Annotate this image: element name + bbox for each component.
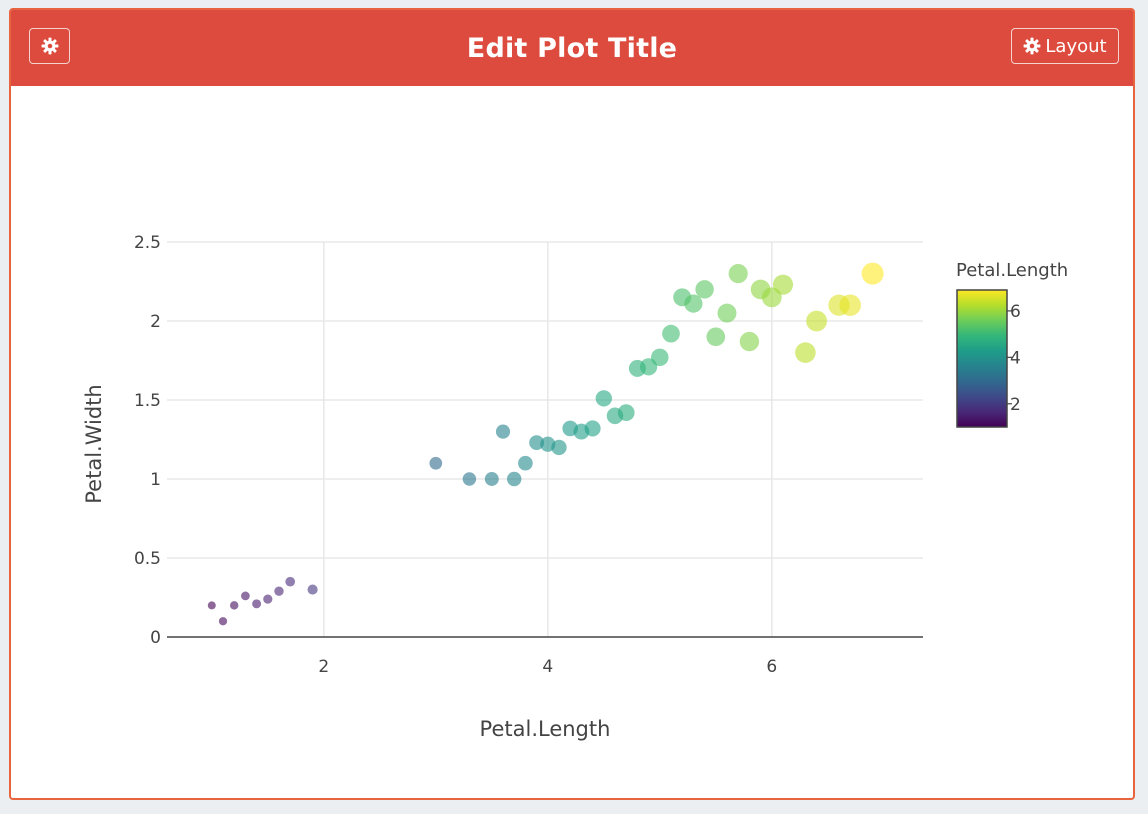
colorbar-title: Petal.Length: [956, 260, 1068, 281]
y-tick-label: 2.5: [134, 233, 161, 253]
data-point[interactable]: [484, 472, 499, 486]
data-point[interactable]: [551, 439, 567, 456]
points: [207, 262, 884, 626]
data-point[interactable]: [584, 420, 601, 437]
data-point[interactable]: [462, 472, 477, 486]
tick-labels: 0 0.5 1 1.5 2 2.5 2 4 6: [134, 233, 777, 677]
gear-icon: [41, 37, 59, 55]
data-point[interactable]: [263, 594, 273, 604]
data-point[interactable]: [739, 331, 760, 352]
colorbar-gradient: [956, 289, 1008, 428]
data-point[interactable]: [595, 390, 612, 407]
data-point[interactable]: [617, 404, 635, 422]
data-point[interactable]: [806, 310, 828, 332]
y-tick-label: 1: [150, 470, 161, 490]
data-point[interactable]: [795, 342, 816, 363]
plot-header: Edit Plot Title: [11, 10, 1133, 86]
y-tick-label: 0: [150, 628, 161, 648]
data-point[interactable]: [495, 424, 511, 439]
data-point[interactable]: [218, 617, 228, 626]
data-point[interactable]: [229, 601, 239, 610]
data-point[interactable]: [429, 456, 443, 470]
gear-icon: [1023, 37, 1041, 55]
scatter-plot: 0 0.5 1 1.5 2 2.5 2 4 6 Petal.Length Petal.Width…: [82, 233, 1068, 741]
colorbar-tick-label: 4: [1010, 348, 1021, 368]
y-tick-label: 1.5: [134, 391, 161, 411]
data-point[interactable]: [772, 274, 794, 295]
x-axis-title: Petal.Length: [480, 717, 611, 741]
data-point[interactable]: [861, 262, 884, 285]
data-point[interactable]: [285, 576, 296, 587]
data-point[interactable]: [662, 324, 680, 343]
data-point[interactable]: [207, 601, 216, 610]
y-axis-title: Petal.Width: [82, 384, 106, 503]
data-point[interactable]: [307, 584, 318, 595]
colorbar-ticks: 2 4 6: [1007, 302, 1021, 415]
data-point[interactable]: [529, 435, 545, 451]
data-point[interactable]: [252, 599, 262, 609]
data-point[interactable]: [839, 294, 861, 316]
data-point[interactable]: [518, 455, 533, 471]
data-point[interactable]: [717, 303, 737, 323]
x-tick-label: 6: [766, 657, 777, 677]
y-tick-label: 2: [150, 312, 161, 332]
colorbar-tick-label: 2: [1010, 395, 1021, 415]
data-point[interactable]: [651, 348, 669, 367]
colorbar: Petal.Length 2 4 6: [956, 260, 1068, 428]
plot-panel: Edit Plot Title: [9, 8, 1135, 800]
data-point[interactable]: [241, 591, 250, 601]
colorbar-tick-label: 6: [1010, 302, 1021, 322]
data-point[interactable]: [274, 586, 284, 596]
layout-button-label: Layout: [1045, 35, 1107, 57]
settings-button[interactable]: [29, 28, 70, 64]
data-point[interactable]: [695, 280, 714, 299]
data-point[interactable]: [684, 294, 703, 313]
data-point[interactable]: [728, 264, 748, 284]
data-point[interactable]: [507, 471, 522, 487]
y-tick-label: 0.5: [134, 549, 161, 569]
x-tick-label: 4: [542, 657, 553, 677]
plot-title[interactable]: Edit Plot Title: [466, 33, 678, 64]
x-tick-label: 2: [318, 657, 329, 677]
data-point[interactable]: [706, 327, 726, 347]
layout-button[interactable]: Layout: [1011, 28, 1119, 64]
